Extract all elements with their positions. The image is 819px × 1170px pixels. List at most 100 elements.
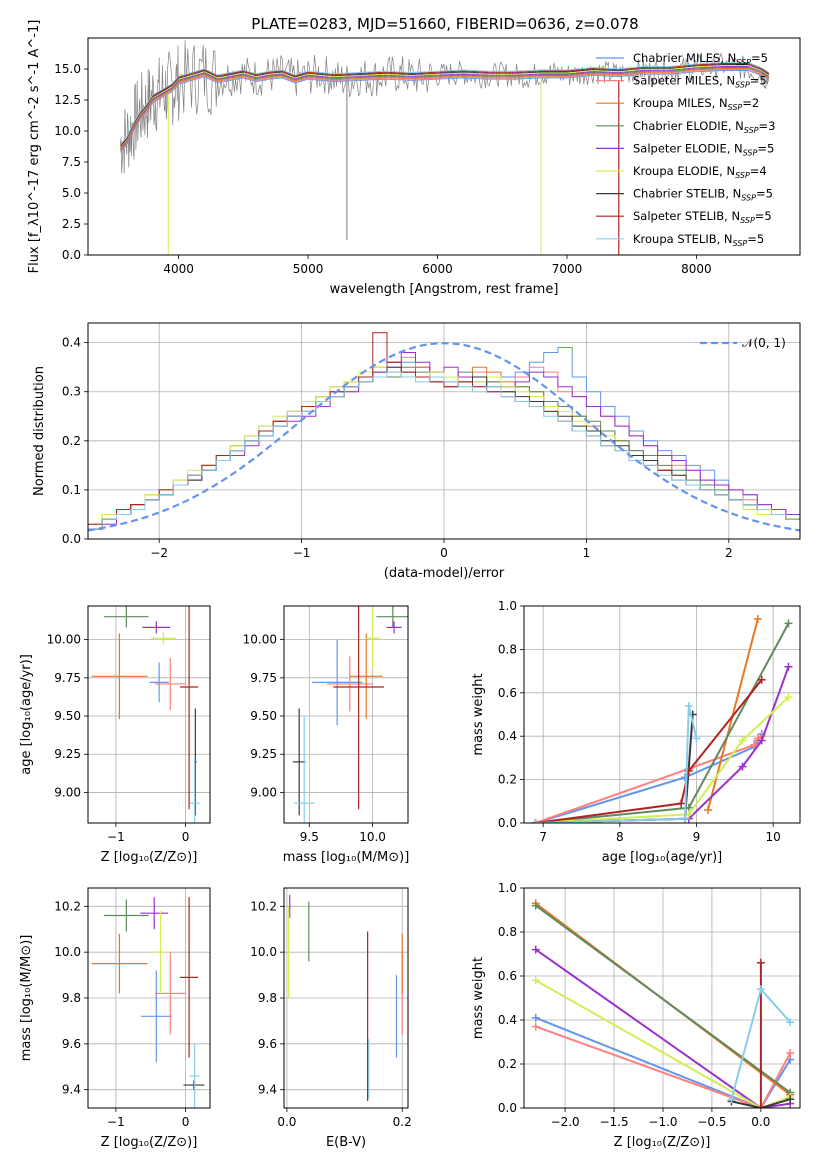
y-tick-label: 0.4 <box>498 1013 517 1027</box>
y-tick-label: 10.2 <box>54 899 81 913</box>
model-spectrum-line <box>120 70 770 153</box>
legend-label: Salpeter STELIB, NSSP=5 <box>633 209 772 225</box>
weight-marker <box>704 805 712 814</box>
weight-marker <box>684 701 693 710</box>
y-axis-label: mass [log₁₀(M/M⊙)] <box>19 935 34 1062</box>
y-tick-label: 9.50 <box>54 709 81 723</box>
normal-reference-curve <box>88 342 800 532</box>
weight-series-line <box>535 704 698 823</box>
model-spectrum-line <box>120 69 770 152</box>
y-tick-label: 0.6 <box>498 686 517 700</box>
axes-frame <box>283 605 409 824</box>
panel-residual-histogram: −2 −1 0 1 2 0.0 0.1 0.2 0.3 0.4 (data-model)/error… <box>32 322 801 581</box>
plot-area <box>531 899 795 1108</box>
plot-area <box>292 606 408 823</box>
weight-marker <box>692 734 701 743</box>
x-tick-label: 5000 <box>293 262 324 276</box>
y-tick-label: 0.3 <box>62 385 81 399</box>
y-tick-label: 9.50 <box>250 709 277 723</box>
legend-label: Chabrier ELODIE, NSSP=3 <box>633 119 775 135</box>
y-tick-label: 0.6 <box>498 969 517 983</box>
y-tick-label: 5.0 <box>62 186 81 200</box>
x-tick-label: 8000 <box>681 262 712 276</box>
x-tick-label: 4000 <box>163 262 194 276</box>
panel-weight-vs-age: 7 8 9 10 0.0 0.2 0.4 0.6 0.8 1.0 age [log₁₀(age/yr… <box>471 599 801 865</box>
weight-marker <box>531 945 540 954</box>
y-tick-label: 10.0 <box>54 945 81 959</box>
plot-area <box>88 332 800 532</box>
y-tick-label: 15.0 <box>54 62 81 76</box>
weight-marker <box>786 1049 795 1057</box>
plot-area <box>531 615 793 823</box>
y-tick-label: 1.0 <box>498 881 517 895</box>
weight-marker <box>784 693 793 702</box>
x-tick-label: 7000 <box>552 262 583 276</box>
x-tick-label: 1 <box>583 546 591 560</box>
plot-area <box>91 897 205 1108</box>
model-spectrum-line <box>120 66 770 149</box>
y-tick-label: 9.00 <box>54 785 81 799</box>
panel-mass-vs-Z: −1 0 9.4 9.6 9.8 10.0 10.2 Z [log₁₀(Z/Z⊙)] mass … <box>19 887 211 1150</box>
weight-marker <box>784 619 793 628</box>
y-tick-label: 9.6 <box>62 1037 81 1051</box>
y-tick-label: 2.5 <box>62 217 81 231</box>
axes-frame <box>87 322 801 540</box>
legend-label: 𝒩(0, 1) <box>742 336 786 350</box>
x-axis-label: age [log₁₀(age/yr)] <box>602 850 723 865</box>
y-tick-label: 9.4 <box>62 1083 81 1097</box>
weight-series-line <box>535 696 790 823</box>
weight-series-line <box>731 1098 791 1108</box>
y-tick-label: 0.4 <box>62 336 81 350</box>
y-tick-label: 10.00 <box>243 633 277 647</box>
weight-marker <box>677 799 686 808</box>
x-tick-label: −1 <box>293 546 311 560</box>
x-tick-label: 0.0 <box>277 1115 296 1129</box>
weight-marker <box>531 819 540 823</box>
weight-marker <box>756 1104 765 1108</box>
y-tick-label: 0.8 <box>498 925 517 939</box>
legend-label: Kroupa STELIB, NSSP=5 <box>633 232 764 248</box>
x-axis-label: Z [log₁₀(Z/Z⊙)] <box>101 850 198 865</box>
weight-marker <box>738 762 747 771</box>
y-axis-label: mass weight <box>471 957 486 1039</box>
y-tick-label: 10.0 <box>250 945 277 959</box>
weight-marker <box>786 1095 795 1104</box>
x-axis-label: E(B-V) <box>326 1135 366 1150</box>
x-tick-label: −2.0 <box>551 1115 580 1129</box>
y-tick-label: 9.75 <box>250 671 277 685</box>
panel-age-vs-mass: 9.5 10.0 9.00 9.25 9.50 9.75 10.00 mass [log₁₀(… <box>243 605 410 865</box>
histogram-step-line <box>88 371 800 530</box>
y-tick-label: 9.8 <box>62 991 81 1005</box>
legend-label: Chabrier MILES, NSSP=5 <box>633 51 768 67</box>
weight-marker <box>784 662 793 671</box>
weight-series-line <box>535 1016 792 1108</box>
axes-frame <box>87 887 211 1109</box>
y-tick-label: 0.8 <box>498 642 517 656</box>
panel-age-vs-Z: −1 0 9.00 9.25 9.50 9.75 10.00 Z [log₁₀(Z/Z⊙)] a… <box>19 605 211 865</box>
plot-area <box>120 40 770 255</box>
weight-series-line <box>535 733 763 823</box>
axes-frame <box>523 887 801 1109</box>
x-tick-label: 6000 <box>422 262 453 276</box>
x-axis-label: mass [log₁₀(M/M⊙)] <box>283 850 410 865</box>
weight-marker <box>727 1095 736 1104</box>
y-tick-label: 10.00 <box>47 633 81 647</box>
x-tick-label: 2 <box>725 546 733 560</box>
axes-frame <box>87 605 211 824</box>
weight-series-line <box>535 1025 792 1108</box>
y-tick-label: 0.2 <box>498 773 517 787</box>
model-spectrum-line <box>120 63 770 146</box>
y-axis-label: mass weight <box>471 673 486 755</box>
model-spectrum-line <box>120 65 770 148</box>
y-tick-label: 9.8 <box>258 991 277 1005</box>
x-axis-label: Z [log₁₀(Z/Z⊙)] <box>101 1135 198 1150</box>
weight-marker <box>756 958 765 967</box>
x-axis-label: (data-model)/error <box>384 566 505 581</box>
y-tick-label: 0.0 <box>498 816 517 830</box>
x-tick-label: −0.5 <box>697 1115 726 1129</box>
weight-series-line <box>535 622 790 823</box>
panels: 4000 5000 6000 7000 80000.02.55.07.510.012.5… <box>19 20 801 1150</box>
y-axis-label: Flux [f_λ10^-17 erg cm^-2 s^-1 A^-1] <box>27 20 42 274</box>
y-tick-label: 0.0 <box>62 248 81 262</box>
